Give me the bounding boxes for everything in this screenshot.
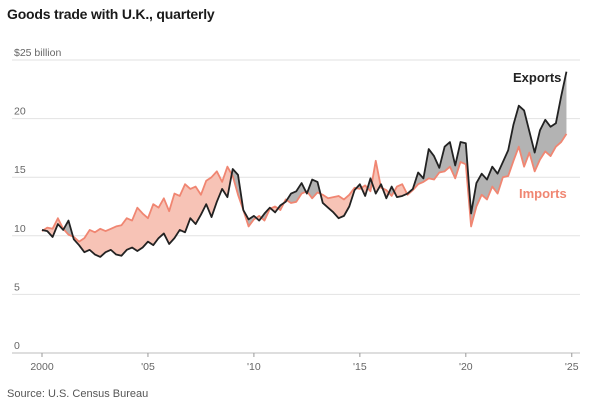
y-tick-label: 0 [14, 340, 20, 352]
x-axis-ticks: 2000 '05 '10 '15 '20 '25 [30, 353, 579, 373]
y-axis-ticks: 0 5 10 15 20 $25 billion [14, 47, 61, 352]
x-tick-label: 2000 [30, 361, 54, 373]
y-tick-label: 5 [14, 281, 20, 293]
exports-surplus-fill [63, 220, 74, 237]
source-note: Source: U.S. Census Bureau [7, 388, 149, 400]
imports-surplus-fill [73, 166, 232, 257]
exports-surplus-fill [407, 71, 567, 227]
exports-surplus-fill [231, 168, 257, 227]
chart-title: Goods trade with U.K., quarterly [7, 6, 215, 22]
exports-label: Exports [513, 70, 561, 85]
y-tick-label: 20 [14, 106, 26, 118]
imports-label: Imports [519, 186, 567, 201]
x-tick-label: '10 [247, 361, 261, 373]
x-tick-label: '20 [459, 361, 473, 373]
series-labels: Exports Imports [513, 70, 567, 201]
imports-surplus-fill [320, 187, 357, 219]
x-tick-label: '15 [353, 361, 367, 373]
imports-surplus-fill [371, 160, 381, 194]
y-tick-label: 10 [14, 223, 26, 235]
x-tick-label: '25 [565, 361, 579, 373]
exports-surplus-fill [286, 183, 306, 203]
imports-line [41, 133, 568, 243]
imports-surplus-fill [361, 185, 368, 196]
x-tick-label: '05 [141, 361, 155, 373]
gridlines [12, 59, 580, 354]
exports-line [41, 71, 568, 258]
y-tick-label: 15 [14, 164, 26, 176]
y-unit-label: $25 billion [14, 47, 61, 59]
series-lines [41, 71, 568, 258]
gap-fill [42, 71, 567, 257]
